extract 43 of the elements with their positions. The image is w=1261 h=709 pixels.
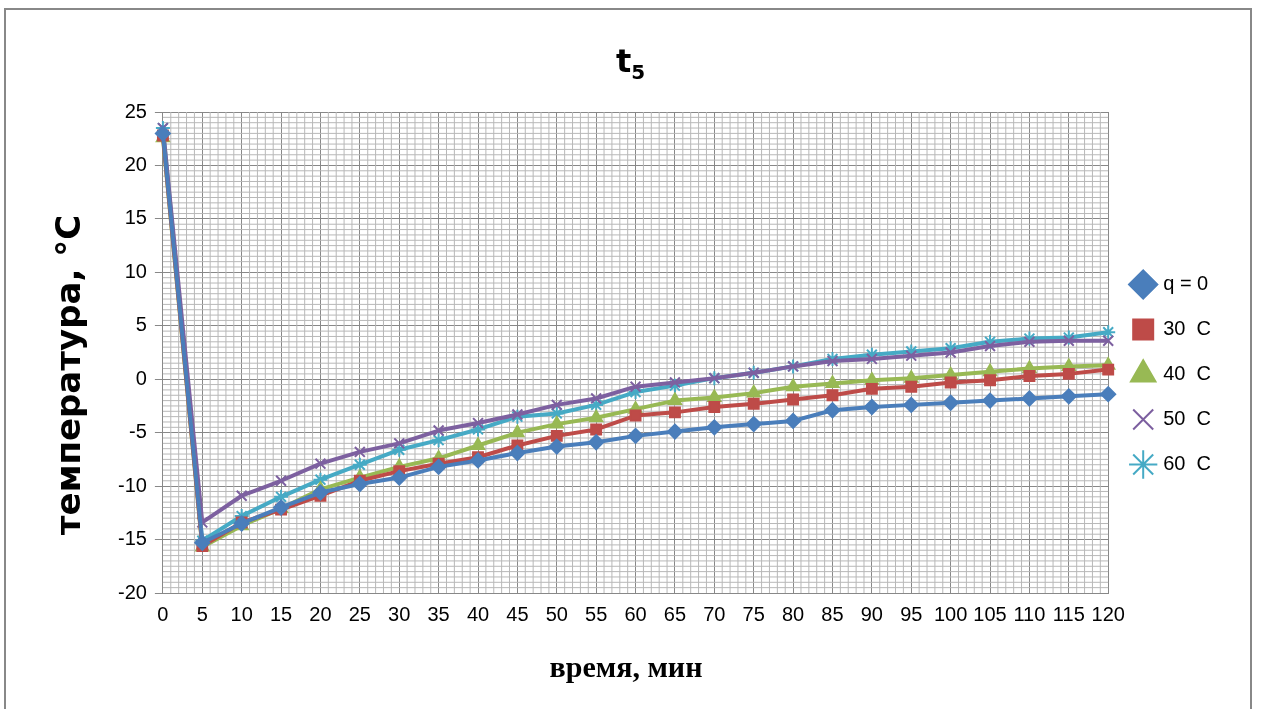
x-tick-label: 25 [348,602,371,625]
x-tick-label: 65 [663,602,687,625]
x-tick-label: 80 [781,602,805,625]
legend-label: q = 0 [1163,272,1209,295]
x-tick-label: 5 [196,602,208,625]
x-tick-label: 85 [821,602,844,625]
x-tick-label: 10 [230,602,253,625]
x-tick-label: 95 [900,602,923,625]
x-tick-label: 60 [624,602,647,625]
legend-label: 40 C [1163,362,1212,385]
y-tick-label: -5 [129,420,147,443]
y-tick-label: 25 [124,99,147,122]
chart-title: t$_{5}$ [614,42,647,85]
y-tick-label: -10 [118,473,147,496]
y-tick-label: -15 [118,527,147,550]
x-tick-label: 35 [427,602,450,625]
y-tick-label: 5 [135,313,147,336]
x-tick-label: 90 [860,602,883,625]
x-tick-label: 55 [585,602,608,625]
x-tick-label: 45 [506,602,529,625]
x-tick-label: 15 [269,602,293,625]
x-tick-label: 110 [1013,602,1046,625]
x-tick-label: 0 [157,602,169,625]
legend-label: 60 C [1163,452,1212,475]
x-tick-label: 75 [742,602,765,625]
y-tick-label: 10 [124,259,147,282]
x-tick-label: 20 [309,602,332,625]
x-tick-label: 40 [466,602,490,625]
x-tick-label: 100 [933,602,968,625]
x-tick-label: 105 [973,602,1007,625]
y-tick-label: 15 [124,206,147,229]
y-tick-label: 20 [124,152,147,175]
x-tick-label: 115 [1052,602,1085,625]
legend-label: 30 C [1163,317,1212,340]
x-tick-label: 120 [1091,602,1125,625]
x-tick-label: 50 [545,602,568,625]
x-tick-label: 70 [703,602,726,625]
y-tick-label: 0 [135,366,147,389]
x-axis-title: время, мин [548,650,704,684]
x-tick-label: 30 [388,602,411,625]
y-axis-title: температура, °C [48,214,88,536]
legend-label: 50 C [1163,407,1212,430]
y-tick-label: -20 [118,580,147,603]
